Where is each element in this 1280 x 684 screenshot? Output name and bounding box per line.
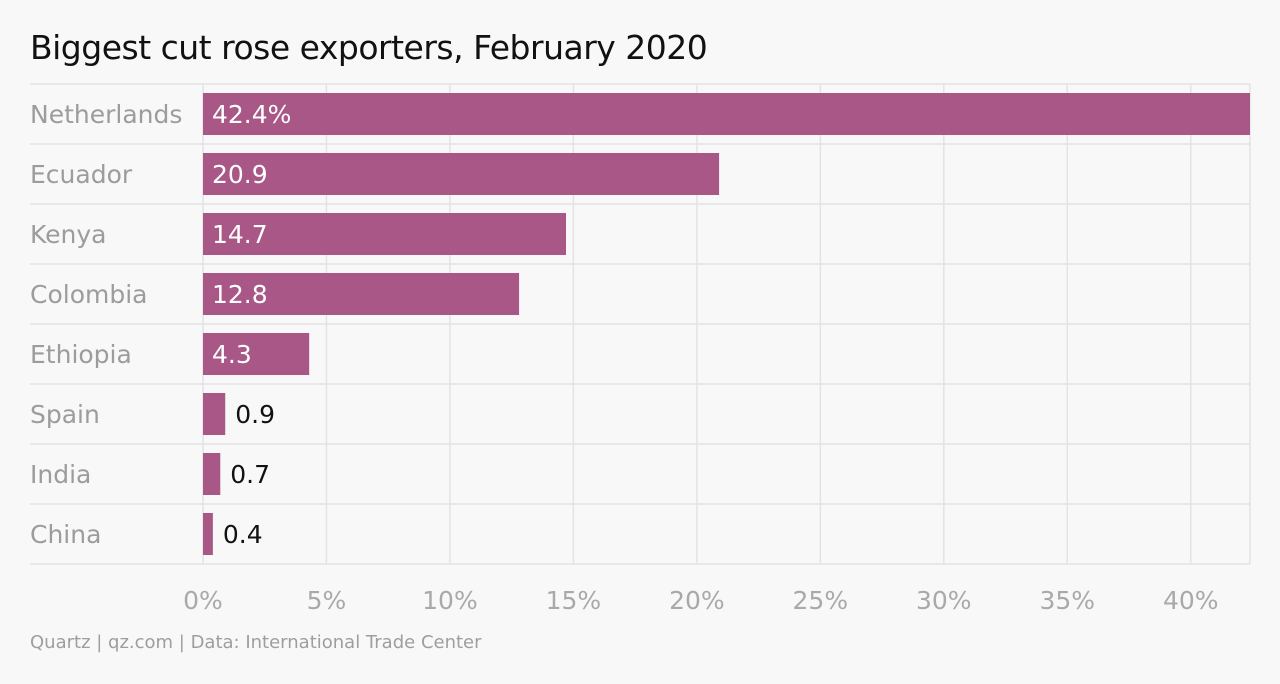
- source-note: Quartz | qz.com | Data: International Tr…: [30, 632, 482, 653]
- data-label: 0.7: [230, 460, 270, 489]
- x-tick-label: 20%: [669, 586, 725, 615]
- category-label: Ethiopia: [30, 340, 132, 369]
- data-label: 12.8: [212, 280, 268, 309]
- bar: [203, 93, 1250, 135]
- x-tick-label: 25%: [793, 586, 849, 615]
- category-label: China: [30, 520, 101, 549]
- bar: [203, 393, 226, 435]
- category-label: Netherlands: [30, 100, 182, 129]
- x-tick-label: 10%: [422, 586, 478, 615]
- data-label: 0.9: [235, 400, 275, 429]
- bar: [203, 513, 213, 555]
- data-label: 20.9: [212, 160, 268, 189]
- bar: [203, 273, 520, 315]
- chart-title: Biggest cut rose exporters, February 202…: [30, 28, 708, 67]
- category-label: Spain: [30, 400, 100, 429]
- bar: [203, 453, 221, 495]
- x-tick-label: 15%: [546, 586, 602, 615]
- x-tick-label: 0%: [183, 586, 223, 615]
- x-tick-label: 35%: [1039, 586, 1095, 615]
- bar: [203, 153, 720, 195]
- category-label: Ecuador: [30, 160, 133, 189]
- data-label: 0.4: [223, 520, 263, 549]
- data-label: 4.3: [212, 340, 252, 369]
- category-label: Colombia: [30, 280, 147, 309]
- category-label: Kenya: [30, 220, 107, 249]
- bar: [203, 333, 310, 375]
- category-label: India: [30, 460, 91, 489]
- data-label: 14.7: [212, 220, 268, 249]
- data-label: 42.4%: [212, 100, 291, 129]
- x-tick-label: 5%: [307, 586, 347, 615]
- x-tick-label: 40%: [1163, 586, 1219, 615]
- bar: [203, 213, 566, 255]
- x-tick-label: 30%: [916, 586, 972, 615]
